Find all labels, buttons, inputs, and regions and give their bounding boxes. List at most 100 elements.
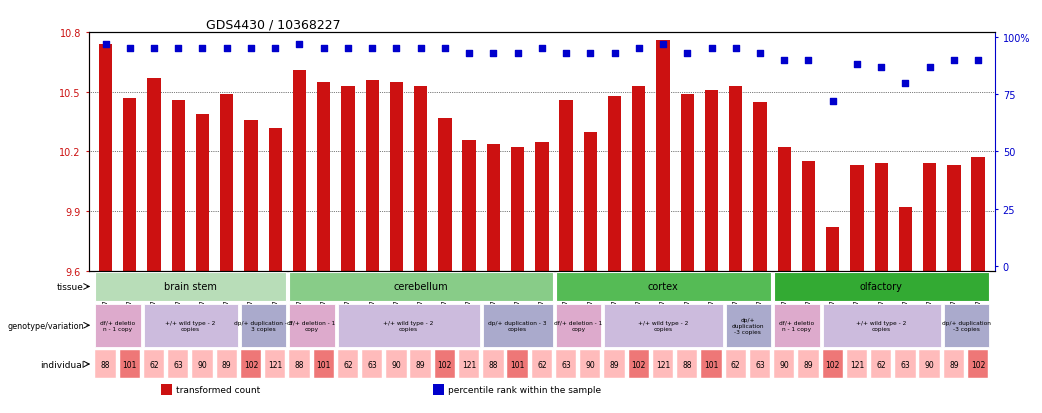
Bar <box>798 350 819 379</box>
Bar <box>147 78 160 271</box>
Point <box>727 46 744 52</box>
Text: 89: 89 <box>222 360 231 369</box>
Text: 62: 62 <box>876 360 886 369</box>
Bar <box>338 350 358 379</box>
Bar <box>265 350 286 379</box>
Point <box>122 46 139 52</box>
Bar <box>96 273 287 301</box>
Bar <box>439 119 451 271</box>
Text: 88: 88 <box>683 360 692 369</box>
Text: 102: 102 <box>825 360 840 369</box>
Point <box>824 98 841 105</box>
Bar <box>729 87 742 271</box>
Text: 88: 88 <box>489 360 498 369</box>
Text: dp/+ duplication - 3
3 copies: dp/+ duplication - 3 3 copies <box>233 320 293 331</box>
Bar <box>269 128 282 271</box>
Bar <box>971 158 985 271</box>
Bar <box>774 350 794 379</box>
Text: 102: 102 <box>244 360 258 369</box>
Text: 90: 90 <box>392 360 401 369</box>
Text: 62: 62 <box>730 360 741 369</box>
Bar <box>604 350 625 379</box>
Bar <box>99 45 113 271</box>
Bar <box>290 304 334 347</box>
Text: brain stem: brain stem <box>164 282 217 292</box>
Bar <box>458 350 479 379</box>
Bar <box>580 350 600 379</box>
Point <box>703 46 720 52</box>
Bar <box>822 304 941 347</box>
Point <box>945 57 962 64</box>
Text: 89: 89 <box>803 360 814 369</box>
Bar <box>487 144 500 271</box>
Bar <box>241 350 262 379</box>
Bar <box>387 350 406 379</box>
Text: olfactory: olfactory <box>860 282 902 292</box>
Bar <box>555 304 601 347</box>
Bar <box>483 304 553 347</box>
Point <box>267 46 283 52</box>
Bar <box>871 350 891 379</box>
Text: 62: 62 <box>343 360 353 369</box>
Bar <box>850 166 864 271</box>
Point <box>776 57 793 64</box>
Point <box>437 46 453 52</box>
Bar <box>435 350 455 379</box>
Bar <box>483 350 503 379</box>
Point <box>388 46 404 52</box>
Text: 62: 62 <box>537 360 547 369</box>
Text: 90: 90 <box>198 360 207 369</box>
Bar <box>96 350 116 379</box>
Bar <box>923 164 937 271</box>
Bar <box>874 164 888 271</box>
Point <box>557 50 574 57</box>
Text: 102: 102 <box>631 360 646 369</box>
Text: 102: 102 <box>971 360 986 369</box>
Text: df/+ deletio
n - 1 copy: df/+ deletio n - 1 copy <box>778 320 814 331</box>
Bar <box>168 350 189 379</box>
Bar <box>753 102 767 271</box>
Text: percentile rank within the sample: percentile rank within the sample <box>448 385 600 394</box>
Bar <box>895 350 916 379</box>
Bar <box>338 304 480 347</box>
Text: df/+ deletion - 1
copy: df/+ deletion - 1 copy <box>554 320 602 331</box>
Text: 90: 90 <box>779 360 789 369</box>
Text: tissue: tissue <box>57 282 84 291</box>
Text: 121: 121 <box>268 360 282 369</box>
Text: cortex: cortex <box>648 282 678 292</box>
Text: dp/+ duplication
-3 copies: dp/+ duplication -3 copies <box>942 320 991 331</box>
Text: 88: 88 <box>101 360 110 369</box>
Bar <box>293 71 306 271</box>
Bar <box>899 208 912 271</box>
Text: transformed count: transformed count <box>176 385 259 394</box>
Bar <box>536 142 548 271</box>
Bar <box>704 90 718 271</box>
Point <box>654 41 671 48</box>
Text: 101: 101 <box>317 360 331 369</box>
Text: +/+ wild type - 2
copies: +/+ wild type - 2 copies <box>166 320 216 331</box>
Text: individual: individual <box>40 360 84 369</box>
Bar <box>677 350 697 379</box>
Text: 102: 102 <box>438 360 452 369</box>
Text: 121: 121 <box>850 360 864 369</box>
Text: 121: 121 <box>462 360 476 369</box>
Bar <box>560 100 573 271</box>
Bar <box>584 132 597 271</box>
Text: +/+ wild type - 2
copies: +/+ wild type - 2 copies <box>638 320 688 331</box>
Text: 101: 101 <box>123 360 137 369</box>
Bar <box>390 83 403 271</box>
Bar <box>801 162 815 271</box>
Bar <box>774 304 820 347</box>
Text: 89: 89 <box>949 360 959 369</box>
Text: 88: 88 <box>295 360 304 369</box>
Bar <box>944 304 989 347</box>
Point <box>510 50 526 57</box>
Text: +/+ wild type - 2
copies: +/+ wild type - 2 copies <box>855 320 907 331</box>
Text: cerebellum: cerebellum <box>393 282 448 292</box>
Bar <box>531 350 552 379</box>
Bar <box>555 273 771 301</box>
Bar <box>196 114 209 271</box>
Bar <box>172 100 184 271</box>
Point <box>800 57 817 64</box>
Bar <box>144 350 165 379</box>
